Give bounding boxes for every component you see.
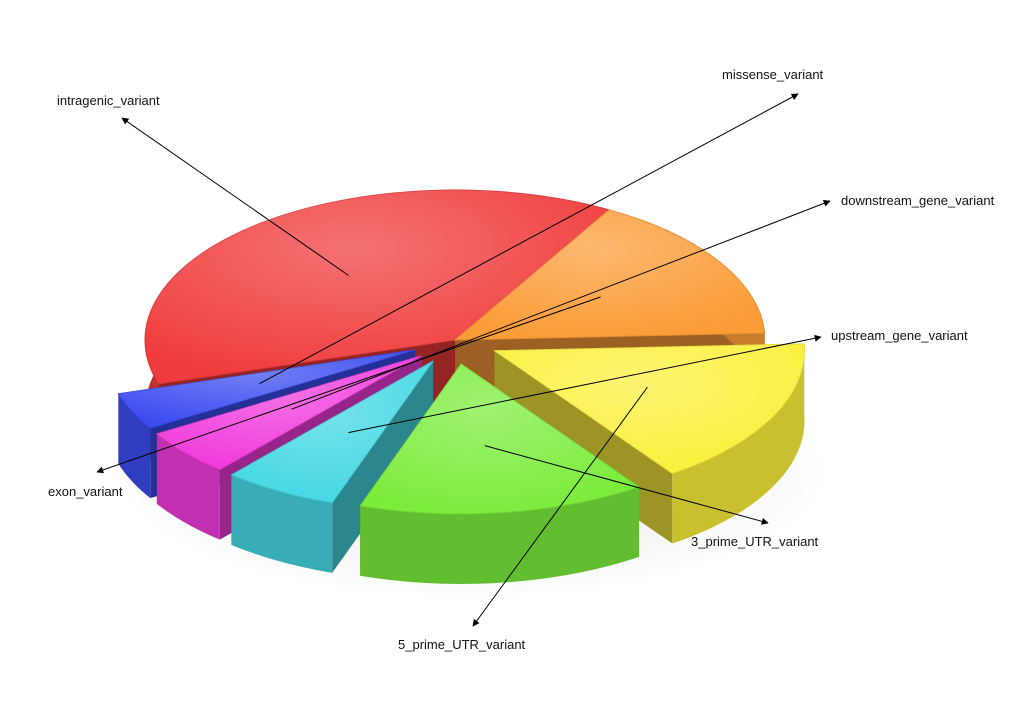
slice-tops [117, 189, 805, 515]
label-3_prime_UTR_variant: 3_prime_UTR_variant [691, 534, 819, 549]
leader-5_prime_UTR_variant [472, 386, 648, 627]
leader-missense_variant [259, 93, 799, 385]
slice-highlight [118, 349, 415, 429]
slice-highlight [231, 360, 434, 503]
label-exon_variant: exon_variant [48, 484, 123, 499]
slice-highlight [144, 189, 610, 384]
leader-exon_variant [96, 296, 601, 474]
slice-highlight [360, 363, 639, 514]
leader-intragenic_variant [121, 117, 349, 276]
label-downstream_gene_variant: downstream_gene_variant [841, 193, 995, 208]
leader-3_prime_UTR_variant [484, 445, 769, 525]
leader-lines [96, 93, 831, 627]
slice-highlight [494, 343, 805, 474]
slice-labels: intragenic_variant exon_variant 5_prime_UT… [48, 67, 995, 652]
label-upstream_gene_variant: upstream_gene_variant [831, 328, 968, 343]
slice-outer-wall [156, 433, 220, 540]
leader-upstream_gene_variant [348, 334, 822, 434]
label-missense_variant: missense_variant [722, 67, 824, 82]
leader-downstream_gene_variant [291, 200, 831, 410]
slice-highlight [455, 209, 765, 340]
slice-outer-wall [231, 474, 333, 573]
label-intragenic_variant: intragenic_variant [57, 93, 160, 108]
label-5_prime_UTR_variant: 5_prime_UTR_variant [398, 637, 526, 652]
slice-outer-wall [118, 393, 151, 499]
slice-outer-wall [360, 486, 639, 584]
